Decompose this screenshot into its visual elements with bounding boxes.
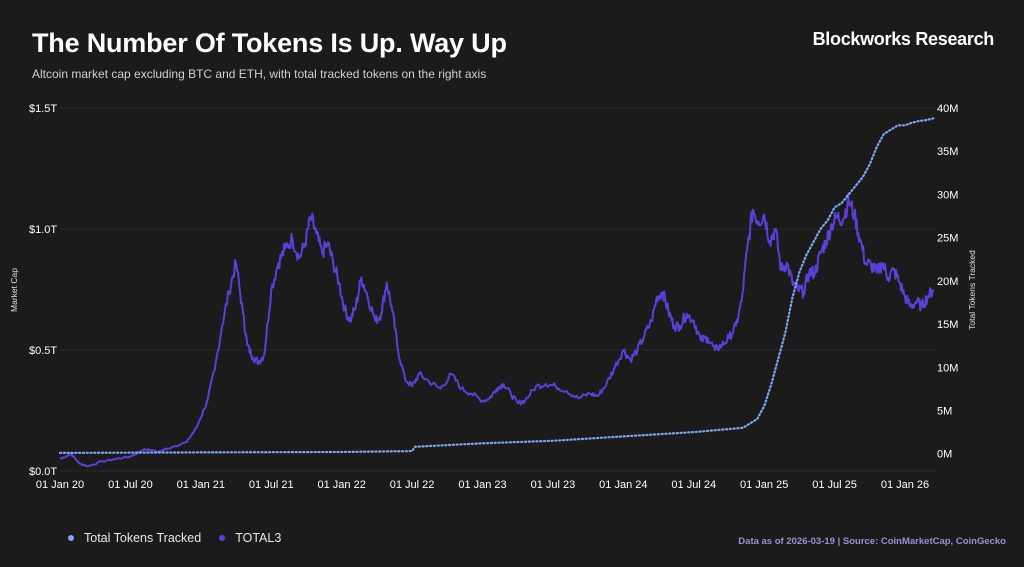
x-tick-label: 01 Jul 23 bbox=[531, 479, 576, 491]
y2-tick-label: 35M bbox=[937, 146, 958, 158]
x-tick-label: 01 Jul 20 bbox=[108, 479, 153, 491]
legend-dot-icon bbox=[68, 535, 74, 541]
y2-tick-label: 25M bbox=[937, 233, 958, 245]
x-tick-label: 01 Jan 20 bbox=[36, 479, 84, 491]
x-tick-label: 01 Jul 22 bbox=[390, 479, 435, 491]
y2-tick-label: 20M bbox=[937, 276, 958, 288]
x-tick-label: 01 Jan 22 bbox=[318, 479, 366, 491]
brand-logo-text: Blockworks Research bbox=[812, 29, 995, 49]
y2-tick-label: 40M bbox=[937, 103, 958, 115]
legend-item-total3[interactable]: TOTAL3 bbox=[219, 531, 281, 545]
right-axis-label: Total Tokens Tracked bbox=[967, 250, 977, 330]
x-tick-label: 01 Jul 24 bbox=[671, 479, 716, 491]
x-axis-ticks: 01 Jan 20 01 Jul 20 01 Jan 21 01 Jul 21 01 J… bbox=[36, 479, 929, 491]
y-tick-label: $1.5T bbox=[29, 103, 57, 115]
legend-item-tokens[interactable]: Total Tokens Tracked bbox=[68, 531, 201, 545]
x-tick-label: 01 Jan 26 bbox=[881, 479, 929, 491]
legend: Total Tokens Tracked TOTAL3 bbox=[68, 531, 299, 545]
y2-tick-label: 5M bbox=[937, 406, 952, 418]
left-axis-ticks: $0.0T $0.5T $1.0T $1.5T bbox=[29, 103, 57, 478]
source-note: Data as of 2026-03-19 | Source: CoinMark… bbox=[738, 536, 1006, 547]
y-tick-label: $0.5T bbox=[29, 345, 57, 357]
y2-tick-label: 0M bbox=[937, 449, 952, 461]
right-axis-ticks: 0M 5M 10M 15M 20M 25M 30M 35M 40M bbox=[937, 103, 958, 461]
series-tokens-line bbox=[58, 117, 935, 454]
y2-tick-label: 10M bbox=[937, 362, 958, 374]
grid-lines bbox=[60, 107, 936, 472]
x-tick-label: 01 Jan 25 bbox=[740, 479, 788, 491]
legend-label-total3: TOTAL3 bbox=[235, 531, 282, 545]
series-layer bbox=[58, 117, 935, 468]
x-tick-label: 01 Jan 21 bbox=[177, 479, 225, 491]
legend-label-tokens: Total Tokens Tracked bbox=[84, 531, 202, 545]
chart-subtitle: Altcoin market cap excluding BTC and ETH… bbox=[32, 67, 487, 81]
y-tick-label: $0.0T bbox=[29, 466, 57, 478]
series-total3-line bbox=[59, 193, 935, 468]
y2-tick-label: 15M bbox=[937, 319, 958, 331]
left-axis-label: Market Cap bbox=[9, 268, 19, 312]
x-tick-label: 01 Jan 23 bbox=[458, 479, 506, 491]
x-tick-label: 01 Jan 24 bbox=[599, 479, 647, 491]
y-tick-label: $1.0T bbox=[29, 224, 57, 236]
x-tick-label: 01 Jul 21 bbox=[249, 479, 294, 491]
y2-tick-label: 30M bbox=[937, 189, 958, 201]
chart-title: The Number Of Tokens Is Up. Way Up bbox=[32, 28, 507, 58]
legend-dot-icon bbox=[219, 535, 226, 541]
x-tick-label: 01 Jul 25 bbox=[812, 479, 857, 491]
